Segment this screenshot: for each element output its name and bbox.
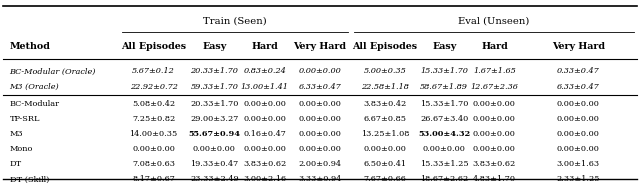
Text: M3 (Oracle): M3 (Oracle) bbox=[10, 83, 60, 91]
Text: DT: DT bbox=[10, 160, 22, 168]
Text: 55.67±0.94: 55.67±0.94 bbox=[188, 130, 241, 138]
Text: 19.33±0.47: 19.33±0.47 bbox=[190, 160, 239, 168]
Text: 0.00±0.00: 0.00±0.00 bbox=[299, 67, 341, 75]
Text: Hard: Hard bbox=[481, 42, 508, 51]
Text: 0.00±0.00: 0.00±0.00 bbox=[557, 145, 600, 153]
Text: 0.00±0.00: 0.00±0.00 bbox=[299, 100, 341, 108]
Text: 5.08±0.42: 5.08±0.42 bbox=[132, 100, 175, 108]
Text: 0.00±0.00: 0.00±0.00 bbox=[132, 145, 175, 153]
Text: 15.33±1.25: 15.33±1.25 bbox=[420, 160, 468, 168]
Text: Eval (Unseen): Eval (Unseen) bbox=[458, 16, 529, 26]
Text: 0.00±0.00: 0.00±0.00 bbox=[364, 145, 406, 153]
Text: 14.00±0.35: 14.00±0.35 bbox=[129, 130, 178, 138]
Text: 0.00±0.00: 0.00±0.00 bbox=[299, 115, 341, 123]
Text: 0.00±0.00: 0.00±0.00 bbox=[557, 130, 600, 138]
Text: Method: Method bbox=[10, 42, 51, 51]
Text: 1.67±1.65: 1.67±1.65 bbox=[473, 67, 516, 75]
Text: 2.00±0.94: 2.00±0.94 bbox=[298, 160, 342, 168]
Text: 0.00±0.00: 0.00±0.00 bbox=[243, 115, 286, 123]
Text: Train (Seen): Train (Seen) bbox=[203, 16, 266, 26]
Text: M3: M3 bbox=[10, 130, 23, 138]
Text: All Episodes: All Episodes bbox=[121, 42, 186, 51]
Text: 0.00±0.00: 0.00±0.00 bbox=[473, 130, 516, 138]
Text: 18.67±2.62: 18.67±2.62 bbox=[420, 175, 468, 183]
Text: 53.00±4.32: 53.00±4.32 bbox=[418, 130, 470, 138]
Text: 0.00±0.00: 0.00±0.00 bbox=[423, 145, 465, 153]
Text: 0.00±0.00: 0.00±0.00 bbox=[243, 100, 286, 108]
Text: 0.83±0.24: 0.83±0.24 bbox=[243, 67, 286, 75]
Text: DT (Skill): DT (Skill) bbox=[10, 175, 49, 183]
Text: 22.92±0.72: 22.92±0.72 bbox=[130, 83, 177, 91]
Text: 0.00±0.00: 0.00±0.00 bbox=[299, 145, 341, 153]
Text: 3.33±0.94: 3.33±0.94 bbox=[298, 175, 342, 183]
Text: 4.83±1.70: 4.83±1.70 bbox=[473, 175, 516, 183]
Text: Mono: Mono bbox=[10, 145, 33, 153]
Text: 20.33±1.70: 20.33±1.70 bbox=[191, 67, 238, 75]
Text: 13.25±1.08: 13.25±1.08 bbox=[361, 130, 409, 138]
Text: 3.00±1.63: 3.00±1.63 bbox=[557, 160, 600, 168]
Text: 0.00±0.00: 0.00±0.00 bbox=[557, 115, 600, 123]
Text: 0.16±0.47: 0.16±0.47 bbox=[243, 130, 286, 138]
Text: 6.33±0.47: 6.33±0.47 bbox=[557, 83, 600, 91]
Text: 7.08±0.63: 7.08±0.63 bbox=[132, 160, 175, 168]
Text: 8.17±0.67: 8.17±0.67 bbox=[132, 175, 175, 183]
Text: Very Hard: Very Hard bbox=[294, 42, 346, 51]
Text: 0.00±0.00: 0.00±0.00 bbox=[473, 100, 516, 108]
Text: 3.83±0.62: 3.83±0.62 bbox=[473, 160, 516, 168]
Text: Easy: Easy bbox=[202, 42, 227, 51]
Text: 2.33±1.25: 2.33±1.25 bbox=[557, 175, 600, 183]
Text: 6.67±0.85: 6.67±0.85 bbox=[364, 115, 406, 123]
Text: TP-SRL: TP-SRL bbox=[10, 115, 40, 123]
Text: 15.33±1.70: 15.33±1.70 bbox=[420, 100, 468, 108]
Text: 0.00±0.00: 0.00±0.00 bbox=[557, 100, 600, 108]
Text: 6.50±0.41: 6.50±0.41 bbox=[364, 160, 406, 168]
Text: 22.58±1.18: 22.58±1.18 bbox=[361, 83, 409, 91]
Text: BC-Modular: BC-Modular bbox=[10, 100, 60, 108]
Text: 26.67±3.40: 26.67±3.40 bbox=[420, 115, 468, 123]
Text: 13.00±1.41: 13.00±1.41 bbox=[241, 83, 289, 91]
Text: 0.00±0.00: 0.00±0.00 bbox=[473, 145, 516, 153]
Text: 0.00±0.00: 0.00±0.00 bbox=[193, 145, 236, 153]
Text: 0.00±0.00: 0.00±0.00 bbox=[473, 115, 516, 123]
Text: 15.33±1.70: 15.33±1.70 bbox=[420, 67, 468, 75]
Text: 0.00±0.00: 0.00±0.00 bbox=[299, 130, 341, 138]
Text: 5.00±0.35: 5.00±0.35 bbox=[364, 67, 406, 75]
Text: 0.33±0.47: 0.33±0.47 bbox=[557, 67, 600, 75]
Text: 7.67±0.66: 7.67±0.66 bbox=[364, 175, 406, 183]
Text: 0.00±0.00: 0.00±0.00 bbox=[243, 145, 286, 153]
Text: 3.83±0.42: 3.83±0.42 bbox=[364, 100, 406, 108]
Text: Hard: Hard bbox=[252, 42, 278, 51]
Text: 6.33±0.47: 6.33±0.47 bbox=[299, 83, 341, 91]
Text: 5.67±0.12: 5.67±0.12 bbox=[132, 67, 175, 75]
Text: 3.83±0.62: 3.83±0.62 bbox=[243, 160, 286, 168]
Text: 20.33±1.70: 20.33±1.70 bbox=[190, 100, 239, 108]
Text: 23.33±2.49: 23.33±2.49 bbox=[190, 175, 239, 183]
Text: Easy: Easy bbox=[432, 42, 456, 51]
Text: All Episodes: All Episodes bbox=[353, 42, 417, 51]
Text: BC-Modular (Oracle): BC-Modular (Oracle) bbox=[10, 67, 96, 75]
Text: 29.00±3.27: 29.00±3.27 bbox=[190, 115, 239, 123]
Text: Very Hard: Very Hard bbox=[552, 42, 605, 51]
Text: 7.25±0.82: 7.25±0.82 bbox=[132, 115, 175, 123]
Text: 12.67±2.36: 12.67±2.36 bbox=[470, 83, 518, 91]
Text: 58.67±1.89: 58.67±1.89 bbox=[420, 83, 468, 91]
Text: 59.33±1.70: 59.33±1.70 bbox=[191, 83, 238, 91]
Text: 3.00±2.16: 3.00±2.16 bbox=[243, 175, 286, 183]
